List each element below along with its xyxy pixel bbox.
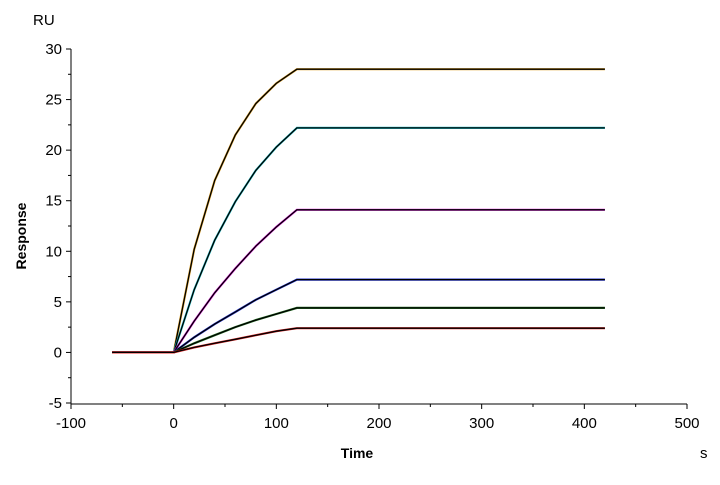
y-tick-label: 20	[45, 142, 62, 159]
x-axis-label: Time	[341, 445, 374, 461]
x-tick-label: 500	[674, 415, 699, 432]
y-tick-label: 30	[45, 41, 62, 58]
x-tick-label: 400	[572, 415, 597, 432]
y-tick-label: 5	[54, 294, 62, 311]
y-axis-label: Response	[13, 202, 29, 269]
x-tick-label: 200	[366, 415, 391, 432]
y-tick-label: 15	[45, 193, 62, 210]
y-tick-label: 10	[45, 243, 62, 260]
fit-curve-2	[112, 127, 605, 354]
y-unit-label: RU	[33, 12, 55, 29]
axes: -100 0 100 200 300 400 500 -5 0 5 10 15 20 25 30	[45, 41, 699, 432]
x-tick-label: 300	[469, 415, 494, 432]
x-tick-label: 0	[169, 415, 177, 432]
fit-curve-6	[112, 327, 605, 354]
x-unit-label: s	[700, 445, 708, 462]
x-tick-label: -100	[56, 415, 86, 432]
series-group	[112, 68, 605, 354]
y-tick-label: 25	[45, 92, 62, 109]
data-series-2	[112, 126, 605, 354]
y-tick-label: -5	[49, 395, 62, 412]
fit-curve-3	[112, 209, 605, 354]
data-series-3	[112, 208, 605, 354]
x-tick-label: 100	[264, 415, 289, 432]
y-tick-label: 0	[54, 344, 62, 361]
